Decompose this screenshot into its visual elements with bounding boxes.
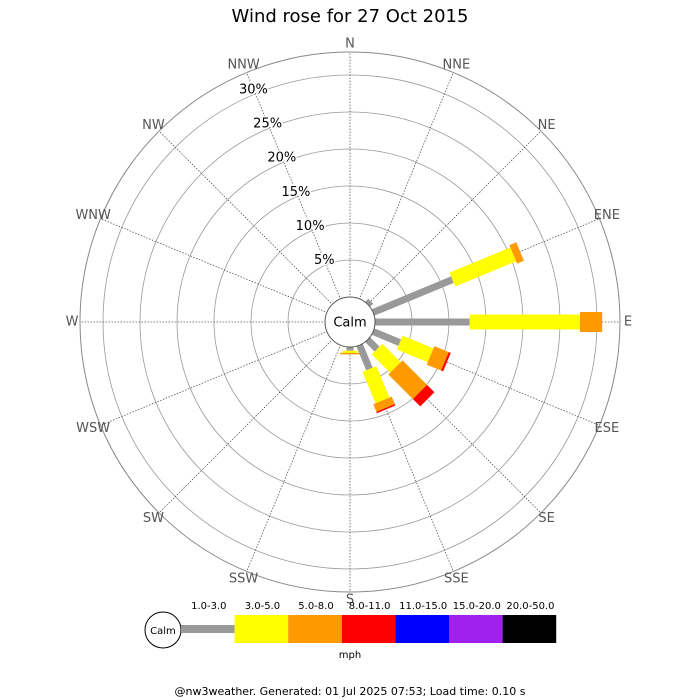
r-tick-label: 15%	[282, 185, 311, 200]
direction-spoke	[349, 72, 454, 323]
legend-swatch	[395, 615, 449, 643]
footer: @nw3weather. Generated: 01 Jul 2025 07:5…	[175, 685, 526, 698]
rose-segment	[371, 276, 454, 316]
r-tick-label: 30%	[239, 82, 268, 97]
legend-swatch	[502, 615, 557, 643]
direction-spoke	[100, 321, 351, 426]
direction-label: NW	[142, 118, 165, 133]
unit-label: mph	[339, 650, 361, 661]
direction-label: NNW	[227, 58, 259, 73]
legend-label: 20.0-50.0	[506, 601, 554, 612]
direction-spoke	[100, 218, 351, 323]
legend-calm-label: Calm	[150, 626, 176, 637]
direction-spoke	[158, 130, 351, 323]
direction-spoke	[246, 72, 351, 323]
legend-label: 15.0-20.0	[453, 601, 501, 612]
direction-spoke	[158, 321, 351, 514]
rose-segment	[412, 384, 435, 407]
direction-label: ENE	[594, 208, 620, 223]
calm-circle	[324, 296, 376, 348]
rose-segment	[365, 298, 374, 307]
chart-title: Wind rose for 27 Oct 2015	[232, 6, 469, 27]
legend-swatch	[341, 615, 396, 643]
r-tick-label: 10%	[296, 219, 325, 234]
direction-label: WNW	[75, 208, 111, 223]
direction-label: SE	[538, 511, 554, 526]
legend-label: 8.0-11.0	[349, 601, 391, 612]
rose-segment	[373, 396, 395, 412]
direction-spoke	[246, 321, 351, 572]
r-tick-label: 25%	[253, 116, 282, 131]
direction-label: SW	[143, 511, 164, 526]
rose-segment	[509, 242, 524, 264]
direction-spoke	[349, 130, 542, 323]
direction-label: SSW	[229, 571, 259, 586]
legend-label: 5.0-8.0	[298, 601, 333, 612]
direction-label: N	[345, 37, 355, 52]
r-tick-label: 5%	[314, 253, 335, 268]
rose-segment	[441, 352, 451, 372]
rose-segment	[365, 337, 380, 352]
direction-label: W	[66, 315, 79, 330]
legend-swatch	[288, 615, 342, 643]
direction-label: WSW	[76, 421, 110, 436]
direction-label: SSE	[444, 571, 469, 586]
rose-segment	[388, 360, 428, 400]
direction-label: E	[624, 315, 632, 330]
direction-label: ESE	[594, 421, 619, 436]
legend-label: 3.0-5.0	[245, 601, 280, 612]
rose-segment	[426, 346, 449, 371]
legend-label: 11.0-15.0	[399, 601, 447, 612]
r-tick-label: 20%	[267, 151, 296, 166]
rose-segment	[356, 343, 373, 371]
rose-segment	[376, 404, 396, 414]
direction-label: S	[346, 593, 354, 608]
rose-segment	[371, 343, 401, 373]
rose-segment	[396, 335, 434, 363]
direction-label: NE	[538, 118, 556, 133]
rose-segment	[449, 247, 517, 287]
rose-segment	[371, 328, 402, 346]
legend-swatch	[234, 615, 289, 643]
rose-segment	[362, 366, 390, 404]
legend-swatch	[449, 615, 503, 643]
outer-circle	[79, 51, 621, 593]
direction-label: NNE	[443, 58, 471, 73]
legend-label: 1.0-3.0	[191, 601, 226, 612]
calm-label: Calm	[333, 316, 366, 331]
legend-swatch	[181, 625, 235, 633]
